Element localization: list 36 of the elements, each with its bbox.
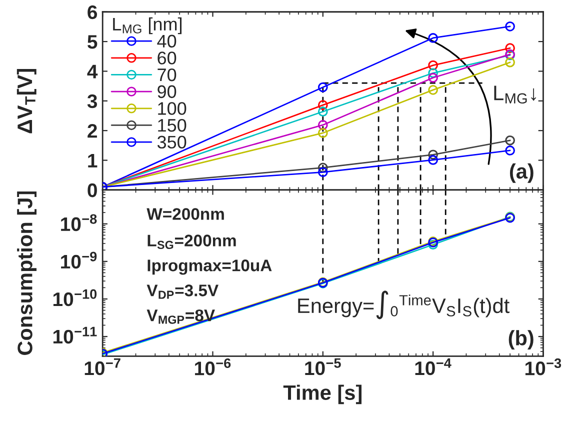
y-tick-label: 6 [88, 5, 98, 20]
legend-label: 60 [158, 52, 176, 64]
y-tick-label: 0 [88, 183, 97, 198]
annotation: V$_{MGP}$=8V [146, 309, 215, 324]
x-axis-title: Time [s] [283, 384, 362, 404]
y-tick-label: 2 [88, 124, 97, 138]
annotation: L$_{MG}$↓ [494, 86, 536, 104]
y-tick-label: 5 [88, 35, 98, 49]
x-tick-label: 10$^{−3}$ [525, 358, 562, 376]
annotation: (a) [510, 163, 534, 183]
y-axis-title: ΔV$_{T}$[V] [16, 69, 36, 134]
annotation: (b) [508, 330, 534, 350]
y-tick-label: 1 [88, 154, 98, 168]
x-tick-label: 10$^{−4}$ [415, 358, 452, 376]
annotation: Iprogmax=10uA [148, 260, 272, 275]
legend-label: 150 [158, 118, 186, 132]
legend-label: 70 [158, 68, 176, 82]
annotation: V$_{DP}$=3.5V [146, 284, 218, 299]
y-tick-label: 10$^{−9}$ [61, 252, 97, 269]
legend-title: L$_{MG}$ [nm] [113, 17, 182, 34]
annotation: Energy=∫$_{0}$$^{Time}$V$_{S}$I$_{S}$(t)dt [298, 290, 510, 320]
annotation: W=200nm [146, 208, 224, 220]
x-tick-label: 10$^{−6}$ [195, 358, 231, 376]
legend-label: 90 [158, 85, 176, 98]
legend-label: 350 [157, 136, 186, 149]
annotation: L$_{SG}$=200nm [148, 234, 236, 250]
y-tick-label: 10$^{−8}$ [61, 214, 97, 232]
legend-label: 40 [157, 34, 176, 48]
x-tick-label: 10$^{−7}$ [84, 358, 120, 376]
legend-label: 100 [158, 102, 186, 115]
x-tick-label: 10$^{−5}$ [305, 358, 341, 376]
y-axis-title: Consumption [J] [17, 191, 37, 355]
y-tick-label: 3 [87, 94, 98, 108]
y-tick-label: 10$^{−10}$ [53, 289, 97, 306]
y-tick-label: 4 [87, 64, 98, 78]
y-tick-label: 10$^{−11}$ [53, 326, 97, 344]
